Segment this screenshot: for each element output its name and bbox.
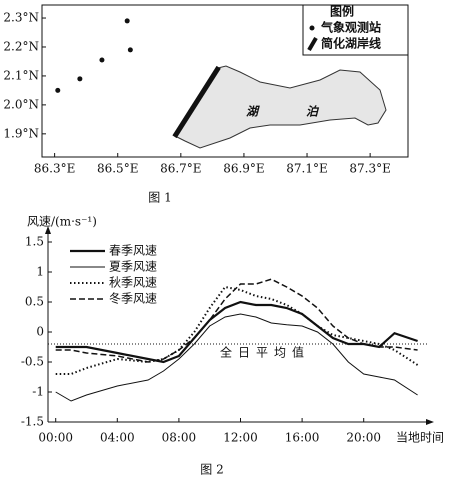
y-axis-arrow xyxy=(45,226,51,234)
x-tick-label: 16:00 xyxy=(285,431,320,445)
y-tick-label: 1.9°N xyxy=(3,126,39,140)
legend-label: 秋季风速 xyxy=(109,276,157,290)
y-tick-label: 1.5 xyxy=(25,235,44,249)
x-tick-label: 04:00 xyxy=(100,431,135,445)
x-tick-label: 20:00 xyxy=(346,431,381,445)
x-tick-label: 86.9°E xyxy=(223,162,264,176)
station xyxy=(99,57,105,63)
map-legend-box xyxy=(302,4,409,56)
legend-title: 图例 xyxy=(330,4,354,19)
x-axis-label: 当地时间 xyxy=(396,431,444,445)
x-tick-label: 86.5°E xyxy=(97,162,138,176)
y-tick-label: 2.2°N xyxy=(3,39,39,53)
shoreline xyxy=(172,65,221,139)
caption: 图 1 xyxy=(148,191,171,205)
y-tick-label: -1.5 xyxy=(21,415,44,429)
y-tick-label: 1 xyxy=(36,265,44,279)
x-tick-label: 00:00 xyxy=(38,431,73,445)
x-tick-label: 87.1°E xyxy=(286,162,327,176)
y-axis-label: 风速/(m·s⁻¹) xyxy=(27,215,97,229)
x-tick-label: 86.7°E xyxy=(160,162,201,176)
legend-line xyxy=(307,36,318,52)
y-tick-label: 0 xyxy=(36,325,44,339)
lake-label: 泊 xyxy=(306,105,320,119)
x-axis-arrow xyxy=(426,419,434,425)
lake xyxy=(174,65,387,149)
legend-label: 简化湖岸线 xyxy=(321,36,381,51)
y-tick-label: 2.1°N xyxy=(3,68,39,82)
legend-label: 冬季风速 xyxy=(109,291,157,306)
station xyxy=(124,18,130,24)
caption: 图 2 xyxy=(200,463,223,477)
y-tick-label: -1 xyxy=(32,385,44,399)
series-line xyxy=(55,278,418,363)
y-tick-label: 2.0°N xyxy=(3,97,39,111)
x-tick-label: 12:00 xyxy=(223,431,258,445)
x-tick-label: 87.3°E xyxy=(349,162,390,176)
legend-label: 气象观测站 xyxy=(320,20,381,35)
reference-label: 全日平均值 xyxy=(220,345,310,360)
lake-label: 湖 xyxy=(246,105,260,119)
y-tick-label: 0.5 xyxy=(25,295,44,309)
x-tick-label: 86.3°E xyxy=(34,162,75,176)
y-tick-label: -0.5 xyxy=(21,355,44,369)
x-tick-label: 08:00 xyxy=(162,431,197,445)
y-tick-label: 2.3°N xyxy=(3,11,39,25)
legend-dot xyxy=(309,25,315,31)
legend-label: 春季风速 xyxy=(109,244,157,258)
station xyxy=(77,76,83,82)
station xyxy=(55,87,61,93)
map-frame xyxy=(41,4,409,158)
series-line xyxy=(55,313,418,402)
legend-label: 夏季风速 xyxy=(109,260,157,274)
station xyxy=(127,47,133,53)
series-line xyxy=(55,300,418,364)
